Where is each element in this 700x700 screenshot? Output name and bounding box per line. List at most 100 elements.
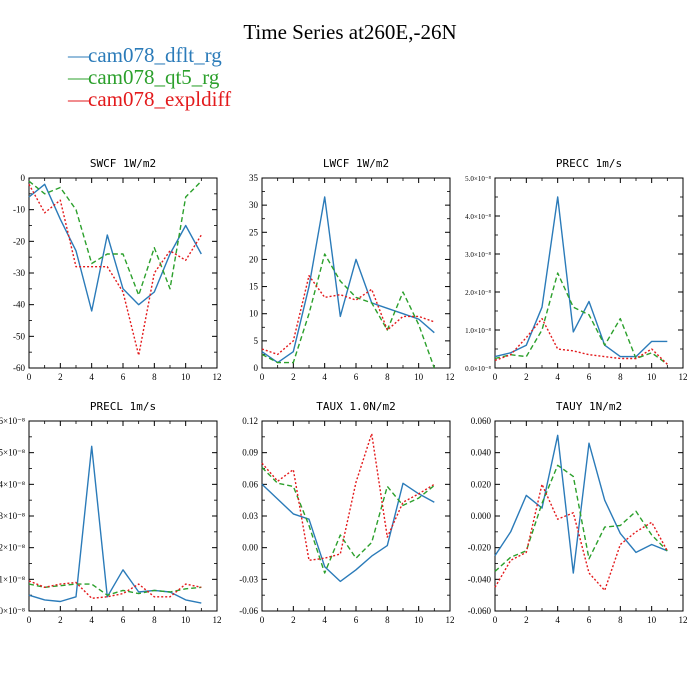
x-tick-label: 8 xyxy=(385,372,390,382)
series-line-3 xyxy=(28,183,202,356)
x-tick-label: 2 xyxy=(524,615,529,625)
x-tick-label: 6 xyxy=(587,615,592,625)
x-tick-label: 12 xyxy=(446,372,455,382)
y-tick-label: -60 xyxy=(13,363,25,373)
legend-swatch-1: — xyxy=(68,43,89,67)
y-tick-label: 25 xyxy=(249,227,259,237)
x-tick-label: 10 xyxy=(647,372,657,382)
y-tick-label: 30 xyxy=(249,200,259,210)
y-tick-label: 6×10⁻⁸ xyxy=(0,416,25,426)
x-tick-label: 4 xyxy=(322,615,327,625)
series-line-3 xyxy=(494,317,668,365)
y-tick-label: 4.0×10⁻⁸ xyxy=(465,213,491,221)
y-tick-label: 3×10⁻⁸ xyxy=(0,511,25,521)
series-line-3 xyxy=(28,580,202,599)
y-tick-label: 3.0×10⁻⁸ xyxy=(465,251,491,259)
y-tick-label: 0.06 xyxy=(242,479,258,489)
y-tick-label: 1.0×10⁻⁸ xyxy=(465,327,491,335)
x-tick-label: 10 xyxy=(414,372,424,382)
series-line-1 xyxy=(494,196,668,358)
x-tick-label: 4 xyxy=(555,615,560,625)
y-tick-label: 2.0×10⁻⁸ xyxy=(465,289,491,297)
x-tick-label: 8 xyxy=(618,615,623,625)
x-tick-label: 0 xyxy=(27,615,32,625)
y-tick-label: -20 xyxy=(13,236,25,246)
y-tick-label: -0.03 xyxy=(239,574,258,584)
series-line-1 xyxy=(494,434,668,574)
plot-frame xyxy=(494,420,684,612)
y-tick-label: -0.040 xyxy=(468,574,492,584)
x-tick-label: 8 xyxy=(618,372,623,382)
series-line-2 xyxy=(261,253,435,369)
x-tick-label: 4 xyxy=(555,372,560,382)
x-tick-label: 4 xyxy=(89,615,94,625)
x-tick-label: 2 xyxy=(291,615,296,625)
plot-frame xyxy=(28,177,218,369)
series-line-1 xyxy=(28,183,202,312)
series-line-2 xyxy=(28,180,202,296)
y-tick-label: 4×10⁻⁸ xyxy=(0,479,25,489)
y-tick-label: 15 xyxy=(249,282,259,292)
series-line-3 xyxy=(261,275,435,356)
y-tick-label: 0.000 xyxy=(471,511,492,521)
figure-title: Time Series at260E,-26N xyxy=(243,20,457,44)
series-line-1 xyxy=(261,196,435,364)
series-line-2 xyxy=(494,464,668,572)
legend-item-3: —cam078_expldiff xyxy=(68,88,231,110)
y-tick-label: -50 xyxy=(13,331,25,341)
chart-panel-5: TAUX 1.0N/m2 0 2 4 6 8 10 12 -0.06 -0.03 0.00 0.03 0… xyxy=(239,400,454,625)
y-tick-label: 5.0×10⁻⁸ xyxy=(465,175,491,183)
panel-title: SWCF 1W/m2 xyxy=(90,157,156,170)
y-tick-label: 0.00 xyxy=(242,543,258,553)
series-line-2 xyxy=(494,272,668,365)
x-tick-label: 12 xyxy=(213,615,222,625)
y-tick-label: -10 xyxy=(13,205,25,215)
x-tick-label: 12 xyxy=(679,372,688,382)
y-tick-label: 5 xyxy=(254,336,259,346)
x-tick-label: 2 xyxy=(291,372,296,382)
series-line-2 xyxy=(261,466,435,574)
x-tick-label: 8 xyxy=(385,615,390,625)
panel-title: PRECC 1m/s xyxy=(556,157,622,170)
x-tick-label: 6 xyxy=(121,615,126,625)
panel-title: TAUY 1N/m2 xyxy=(556,400,622,413)
y-tick-label: 0.020 xyxy=(471,479,492,489)
y-tick-label: -0.06 xyxy=(239,606,258,616)
x-tick-label: 10 xyxy=(647,615,657,625)
y-tick-label: -40 xyxy=(13,300,25,310)
x-tick-label: 0 xyxy=(260,615,265,625)
x-tick-label: 0 xyxy=(493,372,498,382)
legend-swatch-3: — xyxy=(68,87,89,111)
y-tick-label: 0.12 xyxy=(242,416,258,426)
y-tick-label: 0.03 xyxy=(242,511,258,521)
y-tick-label: 0 xyxy=(21,173,26,183)
chart-panel-1: SWCF 1W/m2 0 2 4 6 8 10 12 0 -10 -20 -30 -40 -50 -60 xyxy=(13,157,222,382)
x-tick-label: 0 xyxy=(27,372,32,382)
x-tick-label: 0 xyxy=(260,372,265,382)
x-tick-label: 8 xyxy=(152,615,157,625)
x-tick-label: 0 xyxy=(493,615,498,625)
x-tick-label: 4 xyxy=(89,372,94,382)
x-tick-label: 10 xyxy=(181,372,191,382)
legend-label-1: cam078_dflt_rg xyxy=(88,43,222,67)
y-tick-label: 0.060 xyxy=(471,416,492,426)
y-tick-label: 1×10⁻⁸ xyxy=(0,574,25,584)
legend-item-1: —cam078_dflt_rg xyxy=(68,44,231,66)
panel-title: TAUX 1.0N/m2 xyxy=(316,400,395,413)
x-tick-label: 2 xyxy=(58,372,63,382)
y-tick-label: 0×10⁻⁸ xyxy=(0,606,25,616)
y-tick-label: 0 xyxy=(254,363,259,373)
y-tick-label: 10 xyxy=(249,309,259,319)
legend-item-2: —cam078_qt5_rg xyxy=(68,66,231,88)
y-tick-label: -30 xyxy=(13,268,25,278)
y-tick-label: 35 xyxy=(249,173,259,183)
chart-panel-4: PRECL 1m/s 0 2 4 6 8 10 12 0×10⁻⁸ 1×10⁻⁸ 2×10⁻⁸ 3×1… xyxy=(0,400,222,625)
x-tick-label: 6 xyxy=(354,615,359,625)
chart-panel-3: PRECC 1m/s 0 2 4 6 8 10 12 0.0×10⁻⁸ 1.0×10⁻⁸ 2.0×1… xyxy=(465,157,687,382)
x-tick-label: 12 xyxy=(446,615,455,625)
series-line-3 xyxy=(494,483,668,592)
series-line-1 xyxy=(261,482,435,583)
x-tick-label: 2 xyxy=(524,372,529,382)
y-tick-label: -0.060 xyxy=(468,606,492,616)
y-tick-label: -0.020 xyxy=(468,543,492,553)
